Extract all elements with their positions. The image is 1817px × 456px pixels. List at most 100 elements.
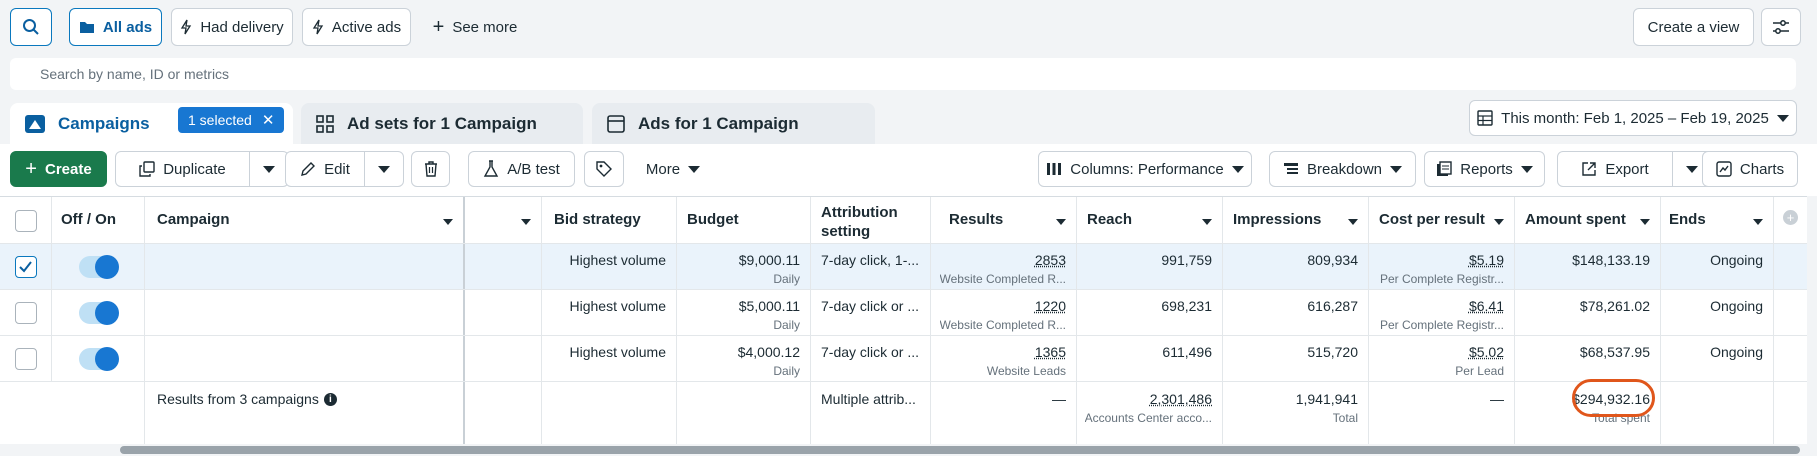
charts-label: Charts	[1739, 160, 1785, 178]
edit-dropdown[interactable]	[364, 151, 404, 187]
ab-test-button[interactable]: A/B test	[468, 151, 575, 187]
add-column-icon[interactable]: +	[1783, 210, 1798, 225]
filter-all-ads-label: All ads	[102, 18, 153, 36]
duplicate-button[interactable]: Duplicate	[115, 151, 250, 187]
header-attribution[interactable]: Attribution setting	[811, 197, 931, 243]
row-budget-period: Daily	[773, 318, 800, 332]
row-results-type: Website Completed R...	[939, 318, 1067, 332]
summary-ends-cell	[1661, 382, 1774, 444]
table-row[interactable]: Highest volume $9,000.11 Daily 7-day click,…	[0, 244, 1807, 290]
more-button[interactable]: More	[633, 151, 713, 187]
row-attribution-cell: 7-day click, 1-...	[811, 244, 931, 289]
date-range-picker[interactable]: This month: Feb 1, 2025 – Feb 19, 2025	[1469, 100, 1797, 136]
reports-button[interactable]: Reports	[1424, 151, 1545, 187]
row-checkbox[interactable]	[15, 302, 37, 324]
selected-badge[interactable]: 1 selected ✕	[178, 107, 285, 133]
select-all-checkbox[interactable]	[15, 210, 37, 232]
filter-active-ads[interactable]: Active ads	[302, 8, 411, 46]
row-budget: $4,000.12	[737, 344, 800, 360]
campaign-toggle[interactable]	[79, 301, 119, 325]
header-amount-spent[interactable]: Amount spent	[1515, 197, 1661, 243]
row-attribution: 7-day click or ...	[821, 344, 920, 360]
header-results[interactable]: Results	[931, 197, 1077, 243]
search-input[interactable]: Search by name, ID or metrics	[10, 58, 1796, 90]
folder-icon	[79, 20, 95, 34]
header-impressions-label: Impressions	[1233, 211, 1322, 228]
header-cost-per-result-label: Cost per result	[1379, 211, 1485, 228]
info-icon[interactable]: i	[323, 392, 337, 406]
summary-amount-cell: $294,932.16 Total spent	[1515, 379, 1661, 444]
tag-button[interactable]	[584, 151, 624, 187]
tab-campaigns[interactable]: Campaigns 1 selected ✕	[10, 103, 293, 145]
horizontal-scrollbar[interactable]	[120, 446, 1800, 454]
table-row[interactable]: Highest volume $5,000.11 Daily 7-day click …	[0, 290, 1807, 336]
tab-ads-label: Ads for 1 Campaign	[638, 114, 799, 133]
edit-button[interactable]: Edit	[285, 151, 365, 187]
row-attribution-cell: 7-day click or ...	[811, 336, 931, 381]
tab-ads[interactable]: Ads for 1 Campaign	[592, 103, 875, 145]
row-checkbox[interactable]	[15, 348, 37, 370]
row-impressions-cell: 515,720	[1223, 336, 1369, 381]
close-icon[interactable]: ✕	[261, 112, 275, 129]
view-settings-button[interactable]	[1761, 8, 1801, 46]
header-campaign[interactable]: Campaign	[145, 197, 465, 243]
chevron-down-icon	[1202, 219, 1212, 225]
plus-icon: +	[432, 15, 445, 38]
row-results: 1365	[1034, 344, 1066, 360]
duplicate-dropdown[interactable]	[249, 151, 289, 187]
row-ends: Ongoing	[1710, 298, 1763, 314]
create-view-button[interactable]: Create a view	[1633, 8, 1754, 46]
breakdown-button[interactable]: Breakdown	[1269, 151, 1416, 187]
row-campaign-cell[interactable]	[145, 244, 465, 289]
row-toggle-cell	[52, 244, 145, 289]
row-impressions: 515,720	[1307, 344, 1358, 360]
toggle-knob	[95, 255, 119, 279]
summary-select-cell	[0, 382, 52, 444]
filter-all-ads[interactable]: All ads	[69, 8, 162, 46]
tab-campaigns-label: Campaigns	[58, 114, 150, 133]
date-range-label: This month: Feb 1, 2025 – Feb 19, 2025	[1501, 109, 1769, 127]
campaign-toggle[interactable]	[79, 347, 119, 371]
summary-impressions-cell: 1,941,941 Total	[1223, 382, 1369, 444]
charts-button[interactable]: Charts	[1702, 151, 1798, 187]
search-toggle-button[interactable]	[10, 8, 52, 46]
chevron-down-icon	[443, 219, 453, 225]
create-button[interactable]: + Create	[10, 151, 107, 187]
chart-icon	[1716, 161, 1732, 177]
header-ends[interactable]: Ends	[1661, 197, 1774, 243]
header-cost-per-result[interactable]: Cost per result	[1369, 197, 1515, 243]
delete-button[interactable]	[411, 151, 450, 187]
row-bid-strategy: Highest volume	[569, 252, 667, 268]
tab-ad-sets[interactable]: Ad sets for 1 Campaign	[301, 103, 583, 145]
campaign-toggle[interactable]	[79, 255, 119, 279]
row-impressions: 616,287	[1307, 298, 1358, 314]
see-more-button[interactable]: + See more	[420, 8, 530, 46]
header-budget-label: Budget	[687, 211, 739, 228]
row-campaign-cell[interactable]	[145, 290, 465, 335]
row-cost-per-result-cell: $6.41 Per Complete Registr...	[1369, 290, 1515, 335]
row-impressions-cell: 809,934	[1223, 244, 1369, 289]
header-hidden-column[interactable]	[465, 197, 542, 243]
filter-had-delivery[interactable]: Had delivery	[171, 8, 293, 46]
row-budget-cell: $4,000.12 Daily	[677, 336, 811, 381]
row-campaign-cell[interactable]	[145, 336, 465, 381]
tag-icon	[595, 160, 613, 178]
summary-label-cell: Results from 3 campaigns i	[145, 382, 465, 444]
checkmark-icon	[19, 261, 32, 273]
header-off-on[interactable]: Off / On	[52, 197, 145, 243]
export-button[interactable]: Export	[1557, 151, 1673, 187]
table-row[interactable]: Highest volume $4,000.12 Daily 7-day click …	[0, 336, 1807, 382]
header-bid-strategy[interactable]: Bid strategy	[542, 197, 677, 243]
chevron-down-icon	[1348, 219, 1358, 225]
chevron-down-icon	[1776, 114, 1789, 122]
row-checkbox[interactable]	[15, 256, 37, 278]
header-ends-label: Ends	[1669, 211, 1706, 228]
row-bid-strategy-cell: Highest volume	[542, 290, 677, 335]
header-reach[interactable]: Reach	[1077, 197, 1223, 243]
row-budget-period: Daily	[773, 272, 800, 286]
header-budget[interactable]: Budget	[677, 197, 811, 243]
row-bid-strategy-cell: Highest volume	[542, 244, 677, 289]
header-campaign-label: Campaign	[157, 211, 230, 228]
header-impressions[interactable]: Impressions	[1223, 197, 1369, 243]
columns-button[interactable]: Columns: Performance	[1038, 151, 1252, 187]
